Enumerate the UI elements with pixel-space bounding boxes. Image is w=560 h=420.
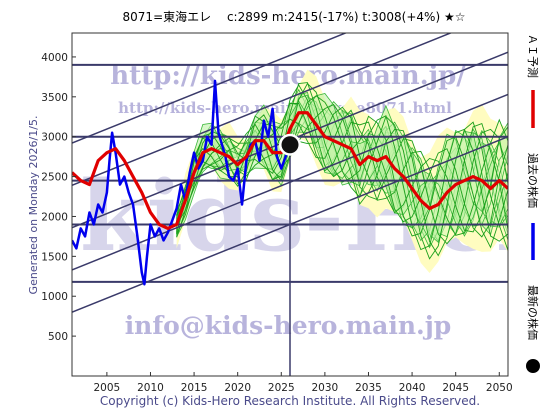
watermark-url-sub: http://kids-hero.main.jp/cycle8071.html: [118, 99, 452, 117]
y-axis-ticks: 500 1000 1500 2000 2500 3000 3500 4000: [41, 52, 76, 343]
forecast-path: [176, 102, 508, 238]
latest-marker: [281, 136, 299, 154]
trend-channel-line: [72, 33, 348, 144]
forecast-path: [176, 82, 508, 260]
forecast-path: [176, 84, 508, 249]
y-tick-label: 3000: [41, 132, 68, 144]
legend-past-label: 過去の株価: [526, 153, 540, 208]
forecast-path: [176, 82, 508, 251]
forecast-path: [176, 104, 508, 245]
latest-marker-group: [279, 133, 301, 376]
y-tick-label: 1500: [41, 251, 68, 263]
watermark-url: http://kids-hero.main.jp/: [110, 61, 466, 91]
legend: ＡＩ予測 過去の株価 最新の株価: [526, 34, 540, 373]
x-tick-label: 2030: [312, 382, 339, 394]
series-ai-forecast: [72, 111, 508, 231]
plot-frame: [71, 32, 509, 377]
x-tick-label: 2015: [181, 382, 208, 394]
x-tick-label: 2025: [268, 382, 295, 394]
y-tick-label: 2500: [41, 172, 68, 184]
legend-latest-dot: [526, 359, 540, 373]
chart-title: 8071=東海エレ c:2899 m:2415(-17%) t:3008(+4%…: [123, 9, 466, 24]
forecast-path: [176, 106, 508, 236]
x-tick-label: 2045: [442, 382, 469, 394]
y-tick-label: 3500: [41, 92, 68, 104]
generated-label: Generated on Monday 2026/1/5.: [27, 116, 40, 295]
copyright-text: Copyright (c) Kids-Hero Research Institu…: [100, 394, 480, 408]
x-tick-label: 2010: [137, 382, 164, 394]
y-tick-label: 1000: [41, 291, 68, 303]
legend-ai-label: ＡＩ予測: [526, 34, 540, 78]
x-tick-label: 2005: [94, 382, 121, 394]
x-tick-label: 2040: [399, 382, 426, 394]
series-lines: [72, 79, 508, 286]
x-axis-ticks: 2005 2010 2015 2020 2025 2030 2035 2040 2045 2050: [94, 372, 513, 394]
y-tick-label: 2000: [41, 211, 68, 223]
y-tick-label: 500: [48, 331, 68, 343]
trend-channel-line: [72, 33, 453, 187]
x-tick-label: 2035: [355, 382, 382, 394]
legend-latest-label: 最新の株価: [526, 285, 540, 340]
watermark-email: info@kids-hero.main.jp: [125, 311, 452, 340]
x-tick-label: 2020: [224, 382, 251, 394]
y-tick-label: 4000: [41, 52, 68, 64]
x-tick-label: 2050: [486, 382, 513, 394]
